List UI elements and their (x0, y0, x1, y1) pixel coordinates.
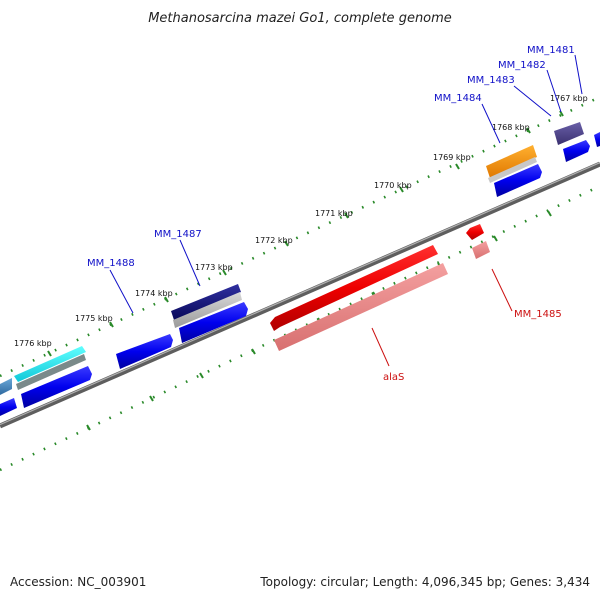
tick-label-1772: 1772 kbp (255, 236, 293, 245)
tick-labels: 1776 kbp 1775 kbp 1774 kbp 1773 kbp 1772… (14, 94, 588, 348)
feature-cyan-shadow (16, 354, 86, 390)
tick-label-1776: 1776 kbp (14, 339, 52, 348)
genome-summary-text: Topology: circular; Length: 4,096,345 bp… (259, 575, 590, 589)
gene-arrow-mm1481 (594, 132, 600, 147)
gene-arrow-left (0, 398, 17, 416)
map-title: Methanosarcina mazei Go1, complete genom… (148, 11, 452, 26)
gene-label-alaS: alaS (383, 372, 404, 383)
gene-arrow-mm1487b (179, 302, 248, 343)
tick-label-1775: 1775 kbp (75, 314, 113, 323)
reverse-gene-arrows (270, 224, 490, 351)
gene-label-mm1484: MM_1484 (434, 93, 482, 104)
gene-arrow-mm1488 (21, 366, 92, 408)
tick-label-1771: 1771 kbp (315, 209, 353, 218)
feature-cyan (14, 346, 86, 382)
tick-label-1768: 1768 kbp (492, 123, 530, 132)
forward-cog-features (0, 122, 584, 395)
gene-arrow-mm1482 (563, 140, 590, 162)
tick-label-1767: 1767 kbp (550, 94, 588, 103)
genome-backbone (0, 161, 600, 429)
feature-orange (486, 145, 537, 178)
major-ticks (47, 110, 564, 357)
forward-gene-arrows (0, 132, 600, 416)
outer-tick-ring (0, 95, 600, 378)
gene-label-mm1485: MM_1485 (514, 309, 562, 320)
gene-label-mm1488: MM_1488 (87, 258, 135, 269)
feature-purple (554, 122, 584, 145)
feature-orange-shadow (488, 157, 537, 183)
gene-arrow-mm1485-cog (472, 241, 490, 259)
gene-arrow-mm1484 (494, 164, 542, 197)
gene-arrow-mm1487a (116, 334, 173, 369)
gene-arrow-alaS (270, 245, 438, 331)
feature-navy (171, 284, 241, 320)
tick-label-1770: 1770 kbp (374, 181, 412, 190)
feature-steelblue (0, 378, 12, 395)
gene-label-mm1482: MM_1482 (498, 60, 546, 71)
gene-label-mm1481: MM_1481 (527, 45, 575, 56)
accession-text: Accession: NC_003901 (10, 575, 146, 589)
tick-label-1769: 1769 kbp (433, 153, 471, 162)
feature-navy-shadow (173, 292, 242, 328)
gene-label-mm1483: MM_1483 (467, 75, 515, 86)
gene-arrow-alaS-cog (274, 263, 448, 351)
tick-label-1773: 1773 kbp (195, 263, 233, 272)
tick-label-1774: 1774 kbp (135, 289, 173, 298)
gene-arrow-mm1485 (466, 224, 484, 240)
reverse-gene-labels: alaS MM_1485 (383, 309, 562, 383)
reverse-label-leaders (371, 268, 513, 367)
forward-gene-labels: MM_1488 MM_1487 MM_1484 MM_1483 MM_1482 … (87, 45, 575, 269)
forward-label-leaders (109, 54, 583, 314)
inner-tick-ring (0, 184, 600, 472)
gene-label-mm1487: MM_1487 (154, 229, 202, 240)
